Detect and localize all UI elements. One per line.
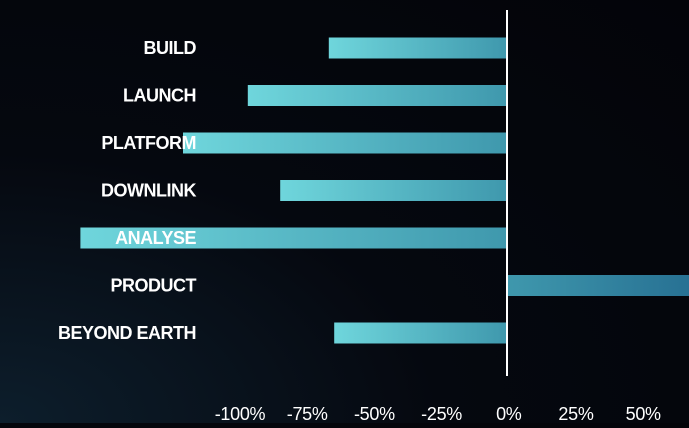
x-tick-label: -75% bbox=[287, 404, 328, 423]
category-label-platform: PLATFORM bbox=[101, 133, 196, 153]
category-label-build: BUILD bbox=[144, 38, 197, 58]
bar-downlink bbox=[280, 180, 507, 201]
x-tick-label: 25% bbox=[558, 404, 593, 423]
category-label-launch: LAUNCH bbox=[123, 86, 196, 106]
x-tick-label: -50% bbox=[354, 404, 395, 423]
bar-beyond-earth bbox=[334, 322, 507, 344]
x-tick-label: -100% bbox=[215, 404, 266, 423]
category-labels: BUILD LAUNCH PLATFORM DOWNLINK ANALYSE PRODUC… bbox=[58, 38, 197, 343]
category-label-product: PRODUCT bbox=[111, 276, 197, 296]
x-tick-label: -25% bbox=[421, 404, 462, 423]
category-label-analyse: ANALYSE bbox=[115, 228, 196, 248]
category-label-beyond-earth: BEYOND EARTH bbox=[58, 323, 196, 343]
x-axis-tick-labels: -100% -75% -50% -25% 0% 25% 50% bbox=[215, 404, 662, 424]
bars-layer bbox=[80, 37, 689, 344]
category-label-downlink: DOWNLINK bbox=[101, 181, 196, 201]
bar-analyse bbox=[80, 227, 508, 249]
x-tick-label: 50% bbox=[626, 404, 661, 423]
bar-build bbox=[328, 37, 507, 59]
bar-launch bbox=[247, 85, 508, 106]
bar-platform bbox=[183, 132, 507, 154]
bar-product bbox=[507, 275, 689, 296]
x-tick-label: 0% bbox=[496, 404, 522, 423]
